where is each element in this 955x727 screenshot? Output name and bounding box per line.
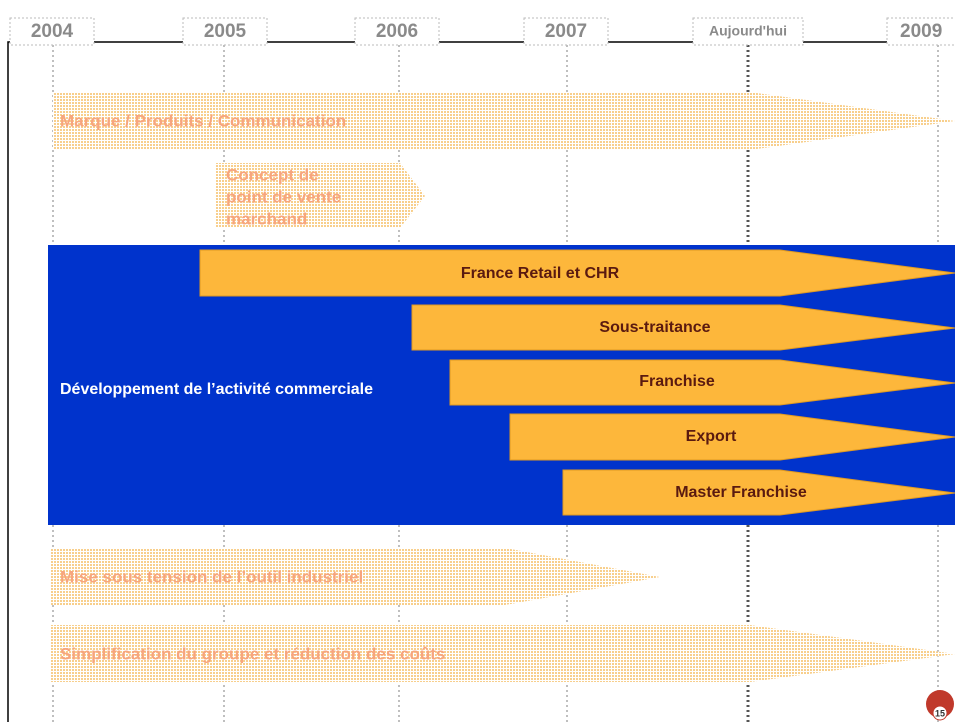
- arrow-label: Franchise: [639, 373, 715, 390]
- arrow-label: Sous-traitance: [599, 319, 710, 336]
- year: 2005: [204, 21, 247, 42]
- frame: [7, 41, 955, 727]
- stream-arrow: [215, 163, 425, 228]
- stream-arrow: [50, 625, 955, 682]
- page-number: 15: [935, 708, 945, 718]
- year-header: 2004 2005 2006 2007 Aujourd'hui 2009: [9, 17, 955, 46]
- stream-arrow: [53, 92, 955, 150]
- stream-arrow: [50, 548, 660, 605]
- arrow-label: Master Franchise: [675, 484, 807, 501]
- arrow-label: France Retail et CHR: [461, 265, 620, 282]
- logo: 15: [926, 690, 954, 721]
- stream-label: Concept de: [226, 165, 319, 184]
- arrow-label: Export: [686, 428, 737, 445]
- stream-label: point de vente: [226, 187, 341, 206]
- commercial-arrows: France Retail et CHR Sous-traitance Fran…: [199, 249, 955, 516]
- commercial-label: Développement de l’activité commerciale: [60, 381, 373, 398]
- year: 2004: [31, 21, 74, 42]
- year: 2006: [376, 21, 418, 42]
- stream-label: Marque / Produits / Communication: [60, 111, 346, 130]
- today: Aujourd'hui: [709, 23, 787, 39]
- year: 2009: [900, 21, 942, 42]
- year: 2007: [545, 21, 587, 42]
- stream-label: marchand: [226, 209, 307, 228]
- stream-label: Simplification du groupe et réduction de…: [60, 644, 445, 663]
- stream-label: Mise sous tension de l’outil industriel: [60, 567, 363, 586]
